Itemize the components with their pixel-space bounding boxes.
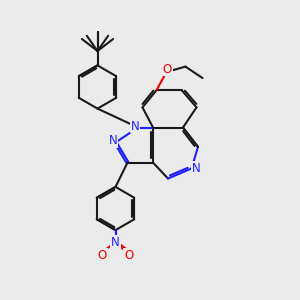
Text: N: N: [109, 134, 118, 148]
Text: O: O: [124, 249, 133, 262]
Text: N: N: [111, 236, 120, 249]
Text: O: O: [163, 62, 172, 76]
Text: N: N: [191, 162, 200, 175]
Text: N: N: [130, 119, 140, 133]
Text: O: O: [98, 249, 107, 262]
